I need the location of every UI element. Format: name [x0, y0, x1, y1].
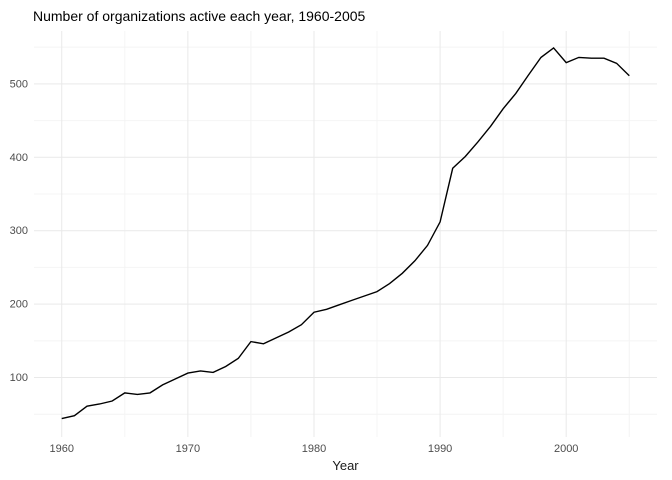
data-line — [61, 46, 630, 420]
x-tick-label: 1970 — [176, 443, 200, 455]
x-axis-title: Year — [332, 458, 359, 473]
x-tick-label: 2000 — [554, 443, 578, 455]
y-tick-label: 100 — [10, 372, 28, 384]
x-tick-label: 1980 — [302, 443, 326, 455]
x-tick-label: 1960 — [50, 443, 74, 455]
x-tick-label: 1990 — [428, 443, 452, 455]
y-tick-label: 200 — [10, 299, 28, 311]
y-tick-label: 300 — [10, 225, 28, 237]
y-tick-label: 500 — [10, 78, 28, 90]
chart-title: Number of organizations active each year… — [33, 8, 366, 24]
y-tick-label: 400 — [10, 152, 28, 164]
